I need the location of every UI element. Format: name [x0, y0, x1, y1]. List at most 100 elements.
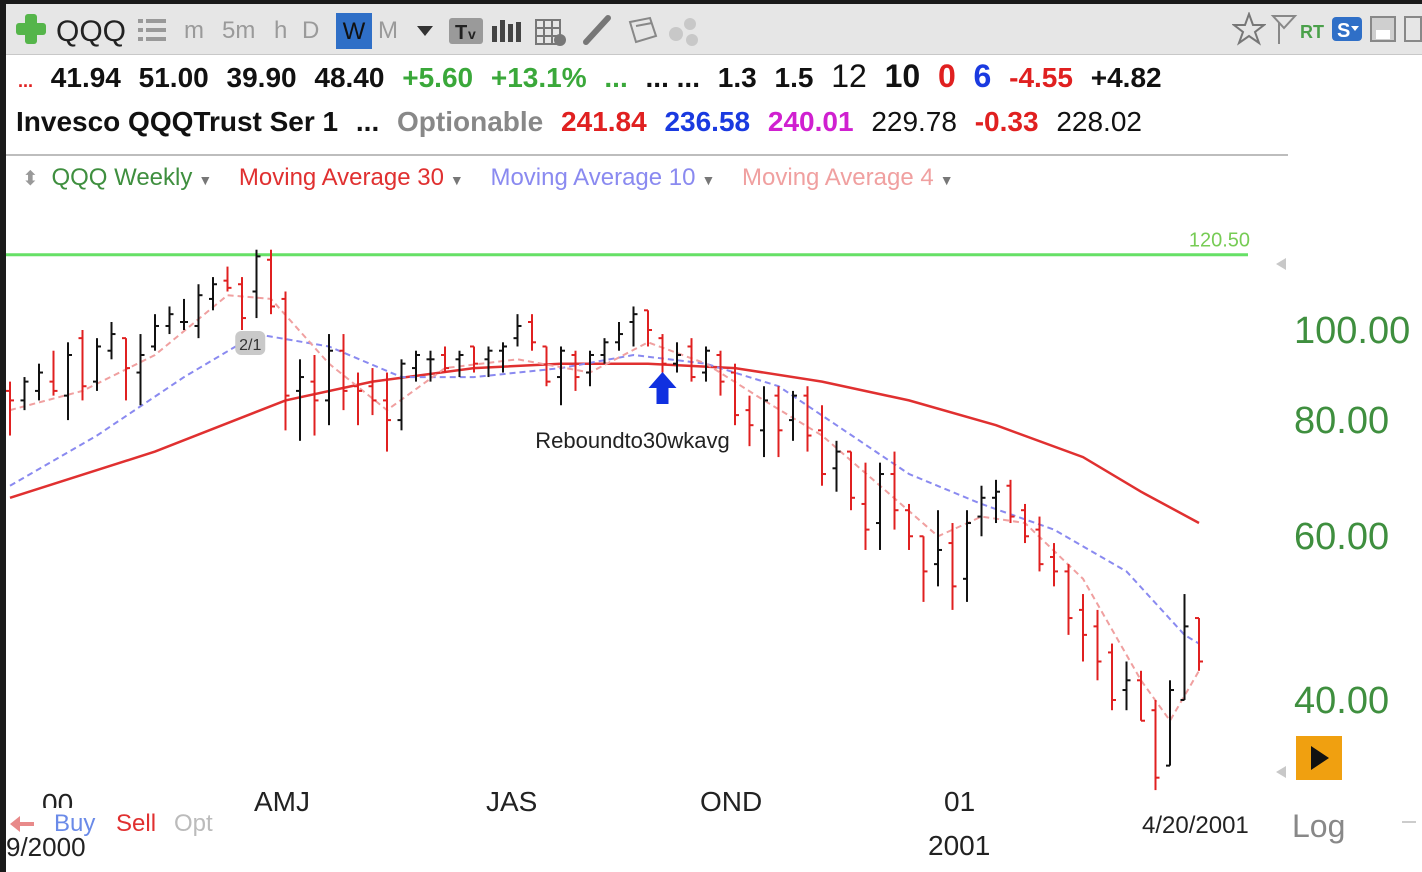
sell-button[interactable]: Sell [116, 810, 157, 837]
ohlc-bar [397, 359, 406, 431]
s-icon[interactable]: S [1330, 12, 1364, 46]
ma4-dropdown-icon[interactable]: ▼ [939, 172, 954, 188]
optionable-label: Optionable [397, 106, 544, 137]
x-label-00: 00 [42, 788, 74, 808]
x-label-ond: OND [700, 786, 763, 817]
log-toggle[interactable]: Log [1292, 808, 1346, 844]
corner-icon[interactable] [1400, 816, 1418, 828]
svg-text:S: S [1337, 20, 1350, 42]
ohlc-bar [876, 462, 884, 550]
rt-icon[interactable]: RT [1298, 12, 1328, 46]
count-6: 6 [973, 58, 992, 94]
play-icon[interactable] [1296, 736, 1342, 780]
ohlc-bar [252, 249, 261, 319]
ohlc-bar [513, 314, 522, 347]
scroll-down-icon[interactable] [1274, 764, 1290, 780]
ohlc-bar [1050, 543, 1058, 587]
count-10: 10 [884, 58, 921, 94]
ohlc-bar [571, 350, 580, 391]
ohlc-bar [977, 485, 986, 537]
add-icon[interactable] [14, 12, 48, 46]
annotation-label: Reboundto30wkavg [535, 428, 729, 453]
last-date-label: 4/20/2001 [1142, 812, 1249, 839]
timeframe-h[interactable]: h [274, 17, 288, 44]
buy-button[interactable]: Buy [54, 810, 96, 837]
legend-ma10[interactable]: Moving Average 10 [490, 164, 696, 191]
drag-handle-icon[interactable]: ⬍ [22, 168, 39, 190]
ohlc-bar [1079, 594, 1087, 662]
timeframe-m[interactable]: m [184, 17, 204, 44]
symbol-label[interactable]: QQQ [56, 15, 127, 48]
ohlc-bar [1122, 661, 1131, 711]
ma30-dropdown-icon[interactable]: ▼ [449, 172, 464, 188]
pencil-icon[interactable] [580, 12, 614, 46]
flag-icon[interactable] [1270, 12, 1298, 46]
share-icon[interactable] [666, 14, 702, 48]
x-label-2001: 2001 [928, 830, 991, 861]
ohlc-bar [760, 386, 768, 458]
folder-icon[interactable] [626, 14, 660, 48]
price-4: 229.78 [871, 106, 957, 137]
ratio-2: 1.5 [774, 62, 814, 93]
ohlc-bar [64, 342, 72, 421]
x-label-jas: JAS [486, 786, 538, 817]
price-2: 236.58 [664, 106, 751, 137]
timeframe-5m[interactable]: 5m [222, 17, 256, 44]
quote-row-2: Invesco QQQTrust Ser 1 ... Optionable 24… [16, 106, 1152, 148]
quote-open: 41.94 [50, 62, 121, 93]
ohlc-bar [629, 306, 638, 347]
star-icon[interactable] [1232, 12, 1266, 46]
quote-change: +5.60 [402, 62, 474, 93]
quote-low: 39.90 [226, 62, 297, 93]
ohlc-bar [223, 266, 232, 292]
ohlc-bar [122, 337, 130, 401]
ohlc-bar [745, 395, 754, 447]
opt-button[interactable]: Opt [174, 810, 213, 837]
bars-icon[interactable] [490, 16, 522, 46]
ohlc-bar [470, 345, 478, 373]
timeframe-mo[interactable]: M [378, 17, 398, 44]
legend-ma4[interactable]: Moving Average 4 [742, 164, 934, 191]
value-positive: +4.82 [1090, 62, 1162, 93]
timeframe-d[interactable]: D [302, 17, 320, 44]
header-divider [6, 154, 1288, 156]
save-icon[interactable] [1368, 12, 1398, 46]
ohlc-bar [658, 334, 667, 373]
ohlc-bar [716, 350, 725, 396]
timeframe-w[interactable]: W [336, 13, 372, 49]
count-0: 0 [937, 58, 956, 94]
ohlc-bar [542, 345, 551, 387]
ma10-dropdown-icon[interactable]: ▼ [701, 172, 716, 188]
scroll-up-icon[interactable] [1274, 256, 1290, 272]
ohlc-bar [354, 372, 362, 426]
chart-legend: ⬍ QQQ Weekly ▼ Moving Average 30 ▼ Moving … [22, 164, 974, 192]
dots-green: ... [604, 62, 628, 93]
dropdown-icon[interactable] [416, 24, 434, 38]
ohlc-bar [1021, 503, 1029, 544]
window-top-border [0, 0, 1422, 4]
series-dropdown-icon[interactable]: ▼ [198, 172, 213, 188]
legend-ma30[interactable]: Moving Average 30 [238, 164, 444, 191]
ohlc-bar [35, 363, 43, 401]
list-icon[interactable] [136, 16, 170, 46]
ohlc-bar [644, 309, 652, 347]
ohlc-bar [1093, 609, 1102, 681]
ohlc-bar [151, 314, 159, 351]
ohlc-bar [818, 405, 826, 486]
legend-series[interactable]: QQQ Weekly [51, 164, 193, 191]
svg-text:T: T [455, 22, 467, 44]
ohlc-bar [1064, 564, 1073, 635]
signal-arrow-icon [648, 372, 677, 404]
price-3: 240.01 [767, 106, 854, 137]
security-name: Invesco QQQTrust Ser 1 [16, 106, 339, 137]
more-icon[interactable] [1402, 12, 1422, 46]
ohlc-bar [484, 346, 493, 378]
ohlc-bar [441, 346, 449, 373]
grid-icon[interactable] [534, 14, 568, 48]
ohlc-bar [963, 510, 971, 602]
text-icon[interactable]: T v [448, 16, 484, 46]
name-dots: ... [355, 106, 380, 137]
ohlc-bar [426, 350, 435, 382]
swap-icon[interactable] [8, 812, 42, 838]
